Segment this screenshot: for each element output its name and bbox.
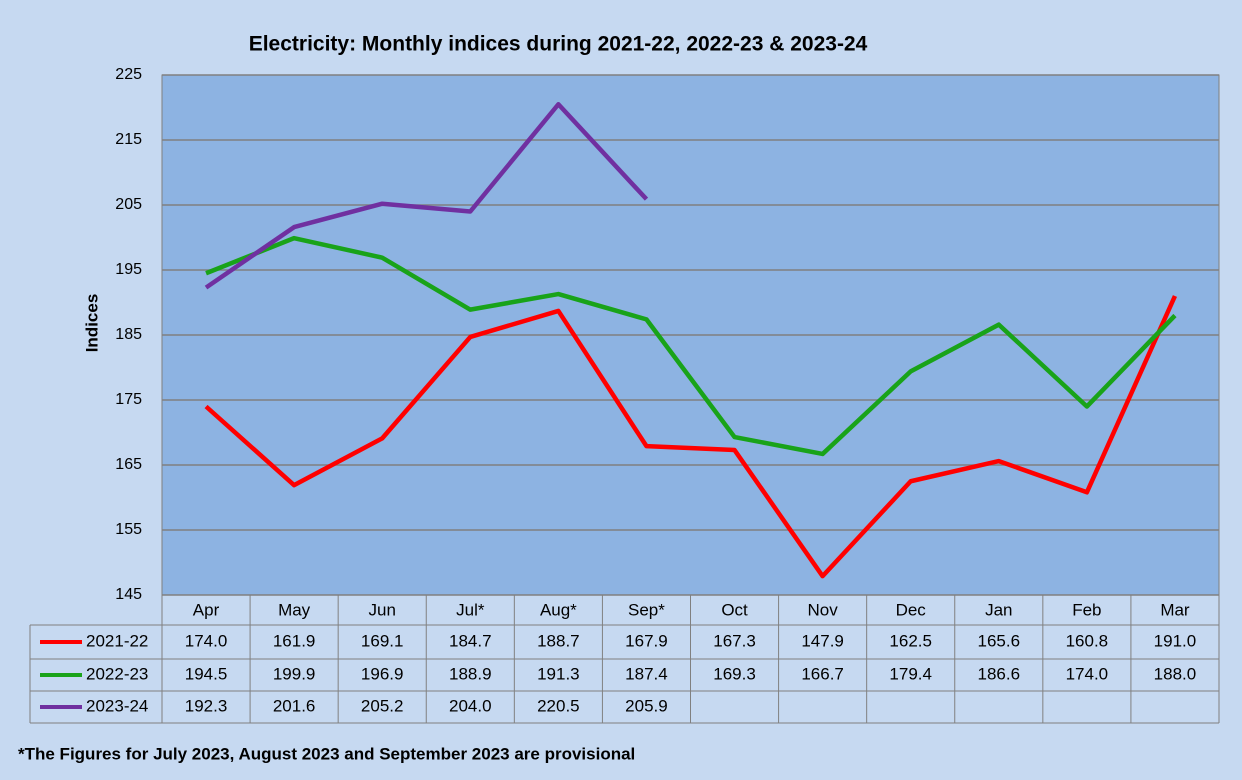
table-value: 191.3 [537, 664, 580, 683]
table-value: 161.9 [273, 631, 316, 650]
table-value: 184.7 [449, 631, 492, 650]
table-value: 167.3 [713, 631, 756, 650]
y-axis-label: Indices [82, 294, 101, 353]
table-value: 187.4 [625, 664, 668, 683]
table-value: 188.9 [449, 664, 492, 683]
legend-label: 2022-23 [86, 664, 148, 683]
x-tick-label: Nov [808, 600, 839, 619]
table-value: 169.3 [713, 664, 756, 683]
table-value: 160.8 [1066, 631, 1109, 650]
table-value: 174.0 [1066, 664, 1109, 683]
x-tick-label: Jul* [456, 600, 485, 619]
y-tick-label: 215 [115, 131, 142, 148]
table-value: 162.5 [889, 631, 932, 650]
x-tick-label: Sep* [628, 600, 665, 619]
table-value: 191.0 [1154, 631, 1197, 650]
table-value: 188.7 [537, 631, 580, 650]
y-tick-label: 185 [115, 326, 142, 343]
table-value: 188.0 [1154, 664, 1197, 683]
series-line [204, 102, 649, 290]
series-line [204, 295, 1178, 579]
legend-label: 2023-24 [86, 696, 148, 715]
table-value: 186.6 [978, 664, 1021, 683]
legend-label: 2021-22 [86, 631, 148, 650]
table-value: 179.4 [889, 664, 932, 683]
table-value: 174.0 [185, 631, 228, 650]
x-tick-label: Mar [1160, 600, 1190, 619]
y-tick-label: 155 [115, 521, 142, 538]
y-tick-label: 205 [115, 196, 142, 213]
y-tick-label: 195 [115, 261, 142, 278]
x-tick-label: May [278, 600, 311, 619]
table-value: 194.5 [185, 664, 228, 683]
table-value: 205.9 [625, 696, 668, 715]
x-tick-label: Dec [896, 600, 927, 619]
table-value: 147.9 [801, 631, 844, 650]
x-tick-label: Jun [368, 600, 395, 619]
table-value: 192.3 [185, 696, 228, 715]
x-tick-label: Oct [721, 600, 748, 619]
y-tick-label: 225 [115, 66, 142, 83]
table-value: 199.9 [273, 664, 316, 683]
table-value: 201.6 [273, 696, 316, 715]
x-tick-label: Aug* [540, 600, 577, 619]
table-value: 165.6 [978, 631, 1021, 650]
table-value: 167.9 [625, 631, 668, 650]
table-value: 205.2 [361, 696, 404, 715]
y-tick-label: 175 [115, 391, 142, 408]
table-value: 169.1 [361, 631, 404, 650]
x-tick-label: Apr [193, 600, 220, 619]
y-tick-label: 145 [115, 586, 142, 603]
x-tick-label: Feb [1072, 600, 1101, 619]
footnote: *The Figures for July 2023, August 2023 … [18, 744, 635, 763]
chart-title: Electricity: Monthly indices during 2021… [249, 33, 868, 56]
x-tick-label: Jan [985, 600, 1012, 619]
table-value: 204.0 [449, 696, 492, 715]
table-value: 220.5 [537, 696, 580, 715]
table-value: 196.9 [361, 664, 404, 683]
y-tick-label: 165 [115, 456, 142, 473]
series-line [205, 235, 1177, 457]
table-value: 166.7 [801, 664, 844, 683]
